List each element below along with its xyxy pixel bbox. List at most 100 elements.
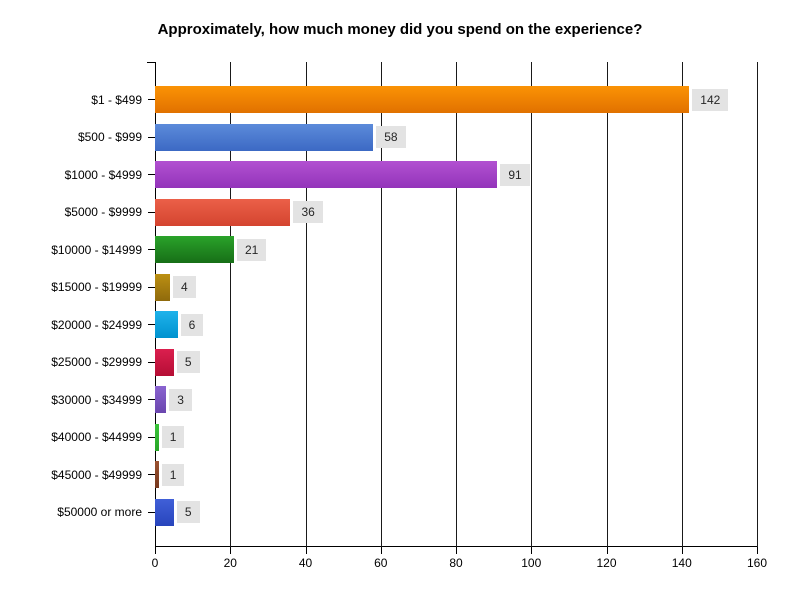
value-label: 36	[293, 201, 323, 224]
bar-track: 36	[155, 194, 757, 232]
category-label: $20000 - $24999	[51, 317, 142, 332]
x-axis-tick-label: 60	[374, 556, 388, 570]
category-tick	[148, 511, 155, 513]
x-axis-tick-160	[757, 547, 758, 554]
gridline-x-120	[606, 62, 608, 547]
bar-track: 21	[155, 231, 757, 269]
value-label: 3	[169, 388, 192, 411]
plot-area	[147, 62, 758, 547]
bar	[155, 86, 690, 114]
bar-row: $20000 - $24999 6	[0, 306, 757, 344]
bar-track: 5	[155, 494, 757, 532]
category-tick	[148, 249, 155, 251]
bar-track: 142	[155, 81, 757, 119]
category-label: $25000 - $29999	[51, 355, 142, 370]
x-axis-tick-label: 100	[521, 556, 542, 570]
x-axis-tick-120	[606, 547, 608, 554]
value-label: 142	[692, 88, 729, 111]
gridline-x-160	[757, 62, 758, 547]
bar-track: 6	[155, 306, 757, 344]
bar	[155, 236, 234, 264]
category-tick	[148, 174, 155, 176]
gridline-x-80	[456, 62, 457, 547]
x-axis-tick-100	[531, 547, 533, 554]
value-label: 21	[237, 238, 267, 261]
category-tick	[148, 361, 155, 363]
x-axis-tick-label: 20	[223, 556, 237, 570]
gridline-x-60	[380, 62, 382, 547]
bar-rows: $1 - $499 142 $500 - $999 58 $1000 - $4999 91…	[0, 62, 757, 547]
bar-track: 58	[155, 119, 757, 157]
x-axis-tick-0	[155, 547, 156, 554]
bar	[155, 461, 159, 489]
bar-row: $25000 - $29999 5	[0, 344, 757, 382]
category-tick	[148, 136, 155, 138]
value-label: 6	[180, 313, 204, 336]
value-label: 4	[173, 276, 196, 299]
category-tick	[148, 286, 155, 288]
x-axis-tick-label: 40	[298, 556, 313, 570]
category-tick	[148, 474, 155, 476]
gridline-x-140	[681, 62, 683, 547]
category-label: $1000 - $4999	[64, 167, 142, 182]
bar-track: 4	[155, 269, 757, 307]
bar-row: $5000 - $9999 36	[0, 194, 757, 232]
bar-track: 91	[155, 156, 757, 194]
bar	[155, 198, 291, 226]
bar	[155, 423, 159, 451]
gridline-x-40	[305, 62, 307, 547]
bar-row: $15000 - $19999 4	[0, 269, 757, 307]
category-label: $40000 - $44999	[51, 430, 142, 445]
gridline-x-20	[230, 62, 232, 547]
category-label: $500 - $999	[77, 130, 142, 145]
x-axis-tick-40	[305, 547, 307, 554]
y-axis-line	[155, 62, 156, 547]
category-tick	[148, 99, 155, 101]
category-label: $45000 - $49999	[51, 467, 142, 482]
value-label: 1	[161, 463, 185, 486]
y-axis-top-tick	[147, 62, 155, 63]
bar	[155, 161, 498, 189]
category-label: $10000 - $14999	[51, 242, 142, 257]
value-label: 58	[376, 126, 406, 149]
bar-track: 3	[155, 381, 757, 419]
bar-track: 1	[155, 456, 757, 494]
bar-row: $45000 - $49999 1	[0, 456, 757, 494]
bar-row: $40000 - $44999 1	[0, 419, 757, 457]
category-label: $50000 or more	[57, 505, 142, 520]
bar	[155, 311, 178, 339]
x-axis-tick-80	[456, 547, 457, 554]
gridline-x-100	[531, 62, 533, 547]
bar	[155, 498, 174, 526]
category-label: $1 - $499	[91, 92, 142, 107]
bar	[155, 348, 174, 376]
bar-row: $50000 or more 5	[0, 494, 757, 532]
x-axis-tick-label: 80	[449, 556, 463, 570]
x-axis-tick-60	[380, 547, 382, 554]
bar-row: $500 - $999 58	[0, 119, 757, 157]
category-label: $5000 - $9999	[64, 205, 142, 220]
value-label: 91	[500, 163, 530, 186]
x-axis-tick-label: 160	[746, 556, 768, 570]
category-tick	[148, 211, 155, 213]
bar-row: $30000 - $34999 3	[0, 381, 757, 419]
x-axis-tick-20	[230, 547, 232, 554]
bar	[155, 386, 167, 414]
category-tick	[148, 324, 155, 326]
category-tick	[148, 436, 155, 438]
bar-row: $1 - $499 142	[0, 81, 757, 119]
category-tick	[148, 399, 155, 401]
value-label: 5	[176, 501, 200, 524]
bar-track: 1	[155, 419, 757, 457]
x-axis-tick-label: 120	[596, 556, 617, 570]
x-axis-tick-label: 140	[671, 556, 692, 570]
chart-title: Approximately, how much money did you sp…	[157, 21, 643, 38]
bar-row: $1000 - $4999 91	[0, 156, 757, 194]
category-label: $15000 - $19999	[51, 280, 142, 295]
x-axis-tick-140	[681, 547, 683, 554]
category-label: $30000 - $34999	[51, 392, 142, 407]
bar-row: $10000 - $14999 21	[0, 231, 757, 269]
value-label: 5	[176, 351, 200, 374]
bar	[155, 273, 171, 301]
